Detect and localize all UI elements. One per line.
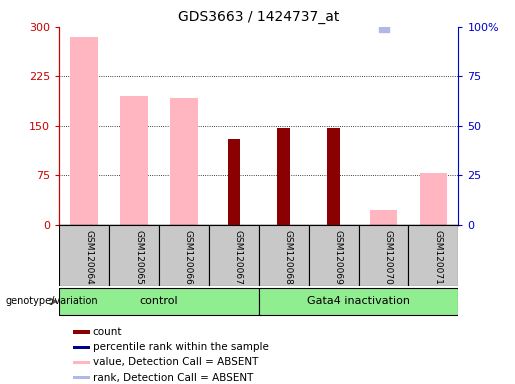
- Text: GSM120065: GSM120065: [134, 230, 143, 285]
- Text: GSM120064: GSM120064: [84, 230, 93, 284]
- Text: percentile rank within the sample: percentile rank within the sample: [93, 342, 269, 352]
- Bar: [59, 225, 109, 286]
- Text: control: control: [140, 296, 178, 306]
- Bar: [209, 225, 259, 286]
- Bar: [170, 98, 198, 225]
- Bar: [420, 173, 447, 225]
- Bar: [259, 225, 308, 286]
- Title: GDS3663 / 1424737_at: GDS3663 / 1424737_at: [178, 10, 339, 25]
- Bar: [73, 330, 90, 334]
- Bar: [109, 225, 159, 286]
- Bar: [73, 361, 90, 364]
- Text: GSM120068: GSM120068: [284, 230, 293, 285]
- Text: GSM120071: GSM120071: [434, 230, 442, 285]
- Bar: [228, 139, 240, 225]
- Text: genotype/variation: genotype/variation: [5, 296, 98, 306]
- Point: [380, 24, 388, 30]
- Text: value, Detection Call = ABSENT: value, Detection Call = ABSENT: [93, 358, 258, 367]
- Bar: [370, 210, 397, 225]
- Text: GSM120070: GSM120070: [384, 230, 392, 285]
- Bar: [59, 288, 259, 315]
- Text: GSM120066: GSM120066: [184, 230, 193, 285]
- Text: count: count: [93, 327, 122, 337]
- Text: GSM120067: GSM120067: [234, 230, 243, 285]
- Bar: [358, 225, 408, 286]
- Bar: [308, 225, 358, 286]
- Text: GSM120069: GSM120069: [334, 230, 342, 285]
- Bar: [121, 96, 148, 225]
- Bar: [71, 37, 98, 225]
- Bar: [259, 288, 458, 315]
- Text: rank, Detection Call = ABSENT: rank, Detection Call = ABSENT: [93, 372, 253, 383]
- Bar: [328, 128, 340, 225]
- Bar: [73, 346, 90, 349]
- Bar: [278, 128, 290, 225]
- Bar: [73, 376, 90, 379]
- Bar: [159, 225, 209, 286]
- Bar: [408, 225, 458, 286]
- Text: Gata4 inactivation: Gata4 inactivation: [307, 296, 410, 306]
